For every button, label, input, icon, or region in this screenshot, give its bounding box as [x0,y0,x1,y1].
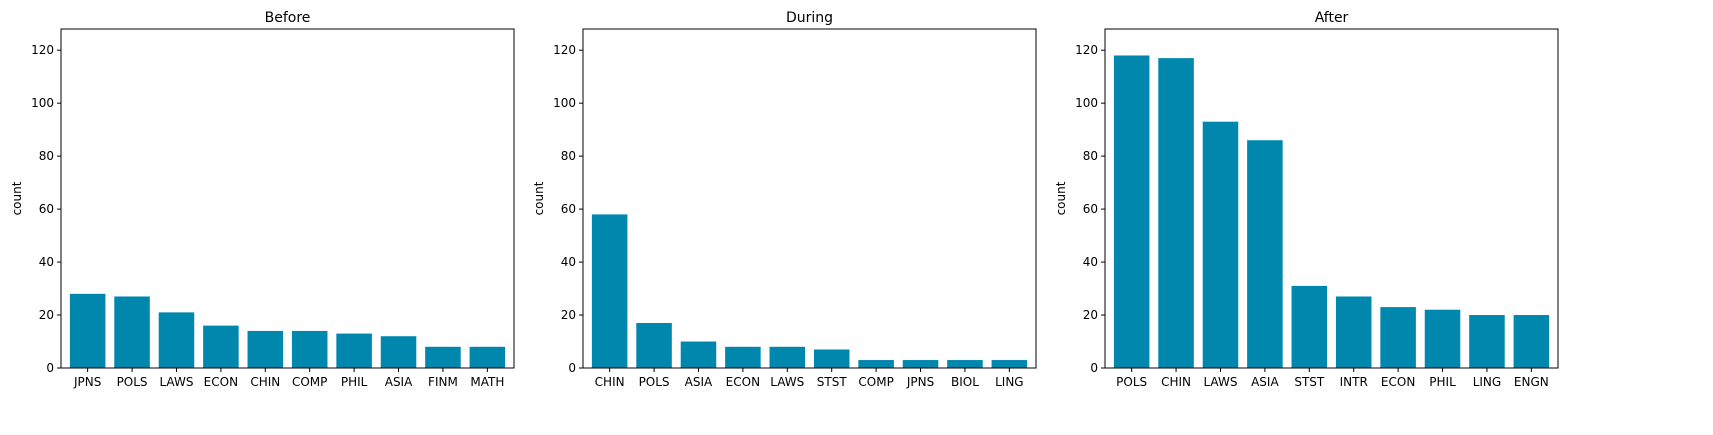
bar-after-laws [1202,121,1239,368]
bar-after-ling [1469,315,1505,368]
bar-after-phil [1424,309,1461,368]
bar-during-pols [636,322,672,368]
x-tick-label: JPNS [906,375,934,389]
chart-panel-during: 0 20 40 60 80 100 120 CHIN POLS ASIA ECON LAWS STST C… [532,10,1037,389]
x-tick-label: COMP [292,375,327,389]
bar-before-econ [203,325,239,369]
y-tick-label: 100 [1075,96,1098,110]
y-axis-label: count [10,181,24,215]
y-tick-label: 40 [39,255,54,269]
bar-during-comp [858,360,894,368]
x-tick-label: ASIA [685,375,713,389]
x-tick-label: MATH [470,375,504,389]
bar-after-stst [1291,285,1328,368]
y-tick-label: 60 [39,202,54,216]
x-tick-label: ASIA [1251,375,1279,389]
y-tick-label: 100 [553,96,576,110]
x-tick-label: PHIL [341,375,368,389]
y-axis-label: count [1054,181,1068,215]
y-tick-label: 20 [1083,308,1098,322]
chart-panel-after: 0 20 40 60 80 100 120 POLS CHIN LAWS ASIA STST INTR E… [1054,10,1559,389]
bar-after-econ [1380,307,1416,368]
bar-during-stst [813,349,850,368]
y-axis-label: count [532,181,546,215]
x-tick-label: ECON [726,375,760,389]
axes-frame-during [582,28,1037,369]
x-tick-label: CHIN [1161,375,1191,389]
bar-during-biol [947,360,983,368]
y-tick-label: 120 [31,43,54,57]
x-tick-label: STST [1294,375,1325,389]
bar-during-asia [680,341,717,368]
x-tick-label: LAWS [1203,375,1237,389]
y-tick-label: 80 [39,149,54,163]
y-tick-label: 0 [568,361,576,375]
x-tick-label: BIOL [951,375,979,389]
y-tick-label: 120 [1075,43,1098,57]
y-tick-label: 20 [561,308,576,322]
x-tick-label: LING [995,375,1024,389]
bar-after-intr [1335,296,1372,368]
x-tick-label: ECON [1381,375,1415,389]
x-tick-label: POLS [639,375,670,389]
bar-during-laws [769,346,806,368]
axes-frame-before [60,28,515,369]
x-tick-label: POLS [117,375,148,389]
y-tick-label: 80 [1083,149,1098,163]
bar-during-chin [591,214,628,368]
x-tick-label: POLS [1116,375,1147,389]
y-tick-label: 0 [46,361,54,375]
bar-after-pols [1113,55,1150,368]
bar-after-asia [1247,140,1283,368]
y-tick-label: 20 [39,308,54,322]
x-tick-label: COMP [858,375,893,389]
chart-title: Before [265,10,311,26]
bar-before-comp [291,330,328,368]
bar-after-chin [1158,58,1194,368]
bar-during-jpns [902,360,939,368]
y-tick-label: 40 [561,255,576,269]
x-tick-label: INTR [1340,375,1368,389]
chart-title: During [786,10,833,26]
x-tick-label: JPNS [73,375,101,389]
bar-before-finm [425,346,461,368]
bar-before-jpns [69,293,106,368]
x-tick-label: LING [1473,375,1502,389]
y-tick-label: 120 [553,43,576,57]
x-tick-label: ECON [204,375,238,389]
bar-during-ling [991,360,1028,368]
y-tick-label: 40 [1083,255,1098,269]
chart-title: After [1315,10,1349,26]
bar-before-laws [158,312,195,368]
y-tick-label: 100 [31,96,54,110]
x-tick-label: LAWS [159,375,193,389]
bar-before-chin [247,330,284,368]
axes-frame-after [1104,28,1559,369]
x-tick-label: CHIN [595,375,625,389]
y-tick-label: 80 [561,149,576,163]
x-tick-label: ASIA [385,375,413,389]
bar-after-engn [1513,315,1550,368]
y-tick-label: 0 [1090,361,1098,375]
x-tick-label: STST [817,375,848,389]
bar-during-econ [725,346,761,368]
y-tick-label: 60 [561,202,576,216]
chart-panel-before: 0 20 40 60 80 100 120 JPNS POLS LAWS ECON CHIN COMP P… [10,10,515,389]
bar-before-asia [380,336,417,368]
bar-before-pols [114,296,150,368]
x-tick-label: ENGN [1514,375,1549,389]
x-tick-label: CHIN [250,375,280,389]
bar-before-phil [336,333,372,368]
x-tick-label: FINM [428,375,458,389]
x-tick-label: LAWS [770,375,804,389]
y-tick-label: 60 [1083,202,1098,216]
x-tick-label: PHIL [1429,375,1456,389]
bar-before-math [469,346,506,368]
